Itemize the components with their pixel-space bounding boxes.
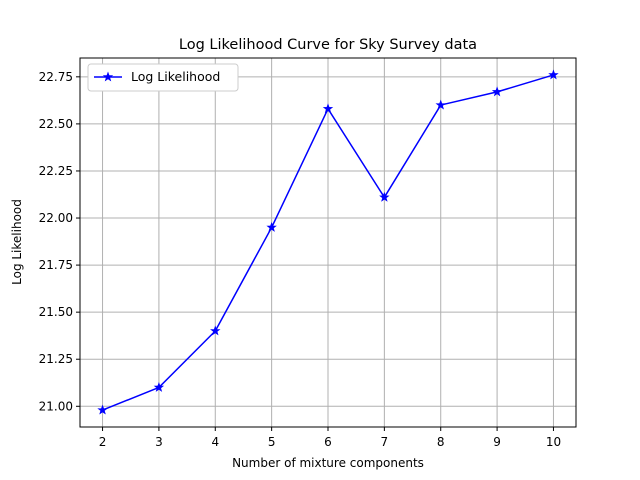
x-tick-label: 5	[268, 435, 276, 449]
y-tick-label: 22.50	[39, 117, 73, 131]
data-point-star	[153, 381, 165, 392]
data-point-star	[435, 99, 446, 110]
y-axis-label: Log Likelihood	[10, 199, 24, 285]
data-point-star	[322, 103, 334, 114]
x-tick-label: 2	[99, 435, 107, 449]
x-tick-label: 6	[324, 435, 332, 449]
grid-lines	[80, 58, 576, 427]
y-tick-label: 21.75	[39, 258, 73, 272]
y-tick-label: 21.00	[39, 399, 73, 413]
chart-title: Log Likelihood Curve for Sky Survey data	[179, 37, 477, 53]
data-point-star	[491, 86, 503, 97]
y-tick-label: 22.00	[39, 211, 73, 225]
data-point-star	[379, 191, 390, 202]
x-tick-label: 10	[546, 435, 561, 449]
legend: Log Likelihood	[87, 63, 239, 92]
y-tick-label: 22.25	[39, 164, 73, 178]
x-tick-label: 7	[381, 435, 389, 449]
x-tick-label: 3	[155, 435, 163, 449]
data-series	[97, 69, 559, 415]
x-tick-label: 4	[211, 435, 219, 449]
legend-box	[87, 63, 239, 92]
data-point-star	[210, 325, 221, 336]
legend-star-marker	[102, 71, 114, 82]
legend-label: Log Likelihood	[131, 69, 220, 84]
y-tick-label: 21.50	[39, 305, 73, 319]
data-point-star	[266, 221, 277, 232]
x-axis-label: Number of mixture components	[232, 456, 424, 470]
x-tick-label: 9	[493, 435, 501, 449]
axis-ticks: 2 3 4 5 6 7 8 9 10 21.00 21.25 21.50 21.75 22.00 22.25…	[39, 70, 561, 449]
x-tick-label: 8	[437, 435, 445, 449]
data-point-star	[97, 404, 108, 415]
y-tick-label: 22.75	[39, 70, 73, 84]
y-tick-label: 21.25	[39, 352, 73, 366]
data-point-star	[548, 69, 559, 80]
